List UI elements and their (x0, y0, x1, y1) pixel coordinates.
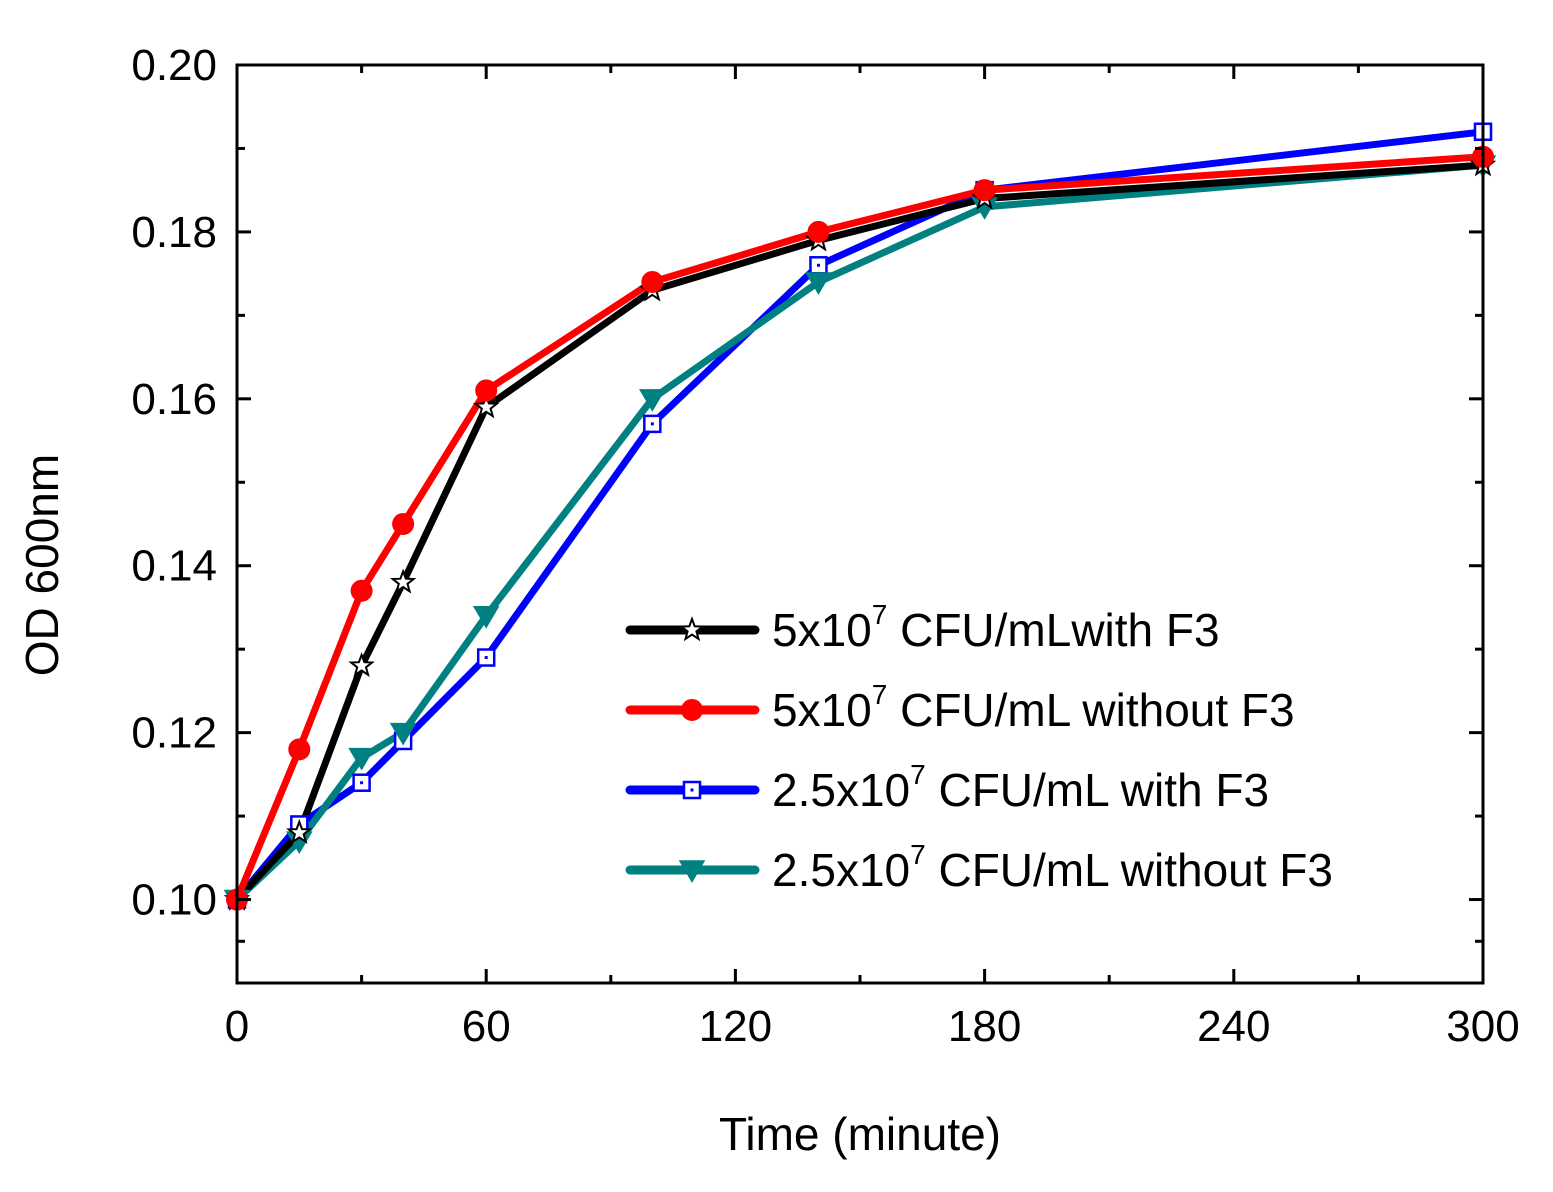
series-2-point (973, 179, 996, 202)
legend-label: 5x107 CFU/mL without F3 (772, 679, 1295, 736)
y-tick-label: 0.12 (131, 709, 217, 758)
legend: 5x107 CFU/mLwith F3 5x107 CFU/mL without … (625, 599, 1333, 896)
legend-item-4: 2.5x107 CFU/mL without F3 (625, 839, 1333, 896)
y-tick-labels: 0.10 0.12 0.14 0.16 0.18 0.20 (131, 41, 217, 925)
legend-item-2: 5x107 CFU/mL without F3 (625, 679, 1295, 736)
axis-ticks (235, 63, 1485, 983)
series-1-point (348, 652, 375, 678)
series-3-point (643, 414, 662, 434)
series-1-point (472, 393, 500, 419)
x-tick-label: 240 (1197, 1002, 1270, 1051)
series-1-point (286, 818, 313, 845)
series-2-point (350, 579, 373, 602)
y-tick-label: 0.14 (131, 542, 217, 591)
series-4-point (639, 389, 666, 412)
series-2-point (475, 379, 498, 402)
legend-label: 5x107 CFU/mLwith F3 (772, 599, 1220, 656)
plot-markers (223, 122, 1497, 913)
legend-marker (682, 780, 702, 800)
x-tick-label: 0 (225, 1002, 249, 1051)
legend-marker (678, 616, 706, 642)
series-4-point (472, 606, 500, 629)
series-2-point (641, 270, 664, 293)
series-4-point (805, 272, 832, 295)
series-4-point (389, 722, 417, 746)
series-1-point (389, 568, 417, 594)
series-3-point (809, 256, 828, 275)
legend-marker (681, 699, 703, 721)
y-tick-label: 0.16 (131, 375, 217, 424)
legend-item-3: 2.5x107 CFU/mL with F3 (625, 759, 1269, 816)
x-tick-label: 120 (699, 1002, 772, 1051)
y-tick-label: 0.20 (131, 41, 217, 90)
legend-label: 2.5x107 CFU/mL without F3 (772, 839, 1333, 896)
series-2-point (288, 738, 311, 761)
legend-item-1: 5x107 CFU/mLwith F3 (625, 599, 1220, 656)
x-tick-label: 60 (462, 1002, 511, 1051)
legend-label: 2.5x107 CFU/mL with F3 (772, 759, 1269, 816)
y-tick-label: 0.18 (131, 208, 217, 257)
y-tick-label: 0.10 (131, 876, 217, 925)
x-tick-label: 300 (1446, 1002, 1519, 1051)
series-2-point (392, 513, 415, 535)
series-3-point (352, 773, 371, 792)
x-tick-labels: 0 60 120 180 240 300 (225, 1002, 1520, 1051)
series-3-point (476, 648, 496, 667)
y-axis-title: OD 600nm (16, 454, 68, 676)
x-tick-label: 180 (948, 1002, 1021, 1051)
series-2-point (807, 220, 830, 243)
x-axis-title: Time (minute) (719, 1108, 1001, 1160)
series-4-point (348, 747, 375, 771)
legend-marker (678, 860, 706, 883)
